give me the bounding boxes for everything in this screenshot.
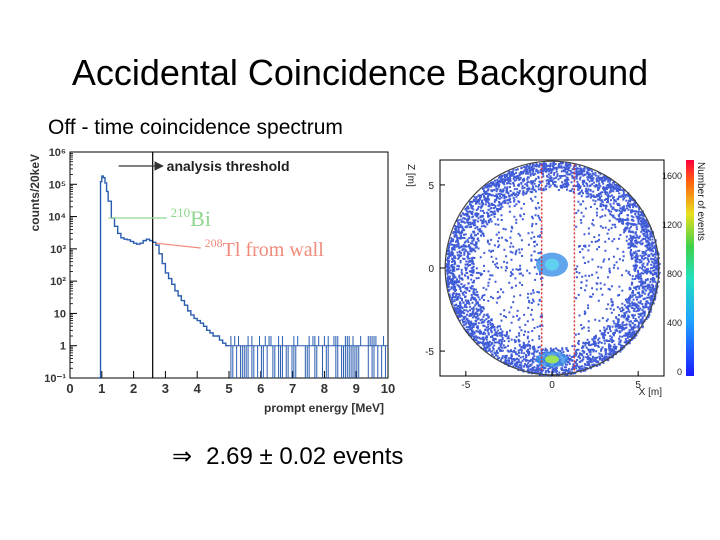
spectrum-y-tick-label: 10⁴ (48, 212, 66, 224)
spectrum-x-tick-label: 9 (353, 381, 360, 396)
spectrum-x-tick-label: 0 (66, 381, 73, 396)
spectrum-y-tick-label: 10² (50, 276, 66, 288)
colorbar-label: Number of events (695, 162, 706, 241)
spectrum-y-tick-label: 10⁵ (49, 179, 66, 191)
result-value: 2.69 ± 0.02 events (206, 443, 404, 470)
scatter-y-tick-label: 5 (428, 181, 434, 192)
spectrum-y-tick-label: 10³ (50, 244, 66, 256)
spectrum-x-tick-label: 1 (98, 381, 105, 396)
colorbar-tick-label: 0 (677, 367, 682, 377)
spectrum-x-tick-label: 4 (194, 381, 202, 396)
tl208-annotation-line (155, 242, 201, 249)
colorbar-tick-label: 1600 (662, 171, 682, 181)
spectrum-y-tick-label: 10⁻¹ (44, 373, 66, 385)
spectrum-y-tick-label: 10 (54, 308, 66, 320)
spectrum-y-axis-label: counts/20keV (28, 154, 42, 231)
spectrum-noise-tail (229, 335, 388, 378)
energy-spectrum-chart: 10⁻¹ 1 10 10² 10³ 10⁴ 10⁵ 10⁶ 0 1 2 3 4 5 6 7 8 9 10 anal… (28, 147, 395, 415)
bi210-annotation: 210Bi (171, 205, 211, 231)
slide-title: Accidental Coincidence Background (71, 52, 649, 93)
spectrum-x-tick-label: 10 (381, 381, 395, 396)
hotspot-core-center (545, 258, 559, 271)
spectrum-x-tick-label: 3 (162, 381, 169, 396)
colorbar-tick-label: 1200 (662, 220, 682, 230)
spectrum-x-tick-label: 8 (321, 381, 328, 396)
spatial-distribution-chart: -5 0 5 5 0 -5 X [m] Z [m] 1600 1200 800 400 0 Nu… (405, 159, 706, 398)
implies-arrow-icon: ⇒ (172, 443, 193, 470)
spectrum-y-tick-label: 10⁶ (49, 147, 66, 159)
spectrum-x-axis-label: prompt energy [MeV] (264, 401, 384, 415)
colorbar-tick-label: 800 (667, 269, 682, 279)
spectrum-x-tick-label: 7 (289, 381, 296, 396)
scatter-x-axis-label: X [m] (639, 387, 663, 398)
spectrum-y-tick-label: 1 (60, 341, 66, 353)
result-line: ⇒ 2.69 ± 0.02 events (172, 442, 403, 471)
slide-subtitle: Off - time coincidence spectrum (48, 116, 343, 139)
scatter-x-tick-label: -5 (461, 380, 470, 391)
spectrum-x-tick-label: 2 (130, 381, 137, 396)
threshold-label: analysis threshold (167, 158, 290, 174)
scatter-y-tick-label: -5 (425, 347, 434, 358)
spectrum-x-tick-label: 6 (257, 381, 264, 396)
spectrum-x-tick-label: 5 (225, 381, 232, 396)
scatter-y-tick-label: 0 (428, 264, 434, 275)
scatter-x-tick-label: 0 (549, 380, 555, 391)
scatter-points (445, 161, 661, 377)
tl208-annotation: 208Tl from wall (205, 236, 325, 261)
spectrum-plot-frame (69, 151, 389, 379)
hotspot-core-bottom (545, 355, 559, 364)
scatter-x-tick-label: 5 (635, 380, 641, 391)
colorbar-tick-label: 400 (667, 318, 682, 328)
colorbar (686, 160, 694, 376)
scatter-y-axis-label: Z [m] (405, 164, 416, 187)
